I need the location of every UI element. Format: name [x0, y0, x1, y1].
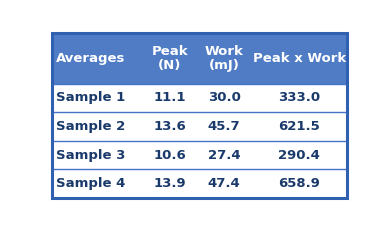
- Bar: [52, 169, 347, 198]
- Text: Work
(mJ): Work (mJ): [205, 45, 244, 72]
- Text: Sample 4: Sample 4: [56, 177, 125, 190]
- Bar: [52, 84, 347, 112]
- Text: 30.0: 30.0: [208, 91, 241, 104]
- Text: 13.9: 13.9: [153, 177, 186, 190]
- Text: 47.4: 47.4: [208, 177, 241, 190]
- Text: 333.0: 333.0: [278, 91, 321, 104]
- Text: 27.4: 27.4: [208, 149, 241, 161]
- Text: 11.1: 11.1: [153, 91, 186, 104]
- Bar: [52, 33, 347, 84]
- Text: 45.7: 45.7: [208, 120, 241, 133]
- Text: Averages: Averages: [56, 52, 125, 65]
- Text: 658.9: 658.9: [278, 177, 320, 190]
- Bar: [52, 112, 347, 141]
- Text: 290.4: 290.4: [278, 149, 320, 161]
- Text: Sample 2: Sample 2: [56, 120, 125, 133]
- Text: Sample 1: Sample 1: [56, 91, 125, 104]
- Text: 621.5: 621.5: [278, 120, 320, 133]
- Text: 10.6: 10.6: [153, 149, 186, 161]
- Text: Peak x Work: Peak x Work: [253, 52, 346, 65]
- Text: Sample 3: Sample 3: [56, 149, 125, 161]
- Text: Peak
(N): Peak (N): [151, 45, 188, 72]
- Text: 13.6: 13.6: [153, 120, 186, 133]
- Bar: [52, 141, 347, 169]
